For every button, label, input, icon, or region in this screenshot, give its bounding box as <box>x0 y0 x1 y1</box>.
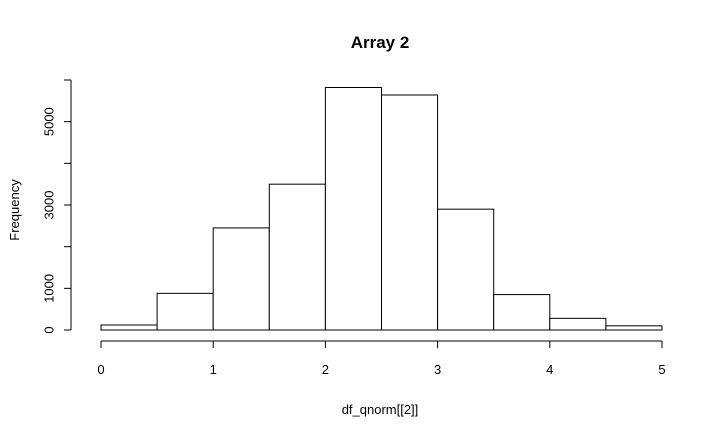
histogram-bar <box>605 325 663 331</box>
y-axis-label: Frequency <box>7 179 22 241</box>
histogram-bar <box>493 294 551 331</box>
y-tick-label: 5000 <box>41 107 56 136</box>
histogram-bar <box>268 183 326 331</box>
histogram-bar <box>549 317 607 331</box>
histogram-bar <box>324 87 382 331</box>
x-axis-label: df_qnorm[[2]] <box>342 402 419 417</box>
histogram-bar <box>212 227 270 331</box>
histogram-bar <box>437 208 495 331</box>
y-tick-label: 0 <box>41 326 56 333</box>
chart-title: Array 2 <box>351 33 410 52</box>
x-tick-label: 3 <box>434 362 441 377</box>
x-tick-label: 5 <box>658 362 665 377</box>
x-axis: 0 1 2 3 4 5 <box>97 340 666 377</box>
y-axis: 0 1000 3000 5000 <box>41 79 72 334</box>
y-tick-label: 1000 <box>41 274 56 303</box>
histogram-bar <box>381 94 439 331</box>
histogram-bar <box>100 324 158 331</box>
x-tick-label: 4 <box>546 362 553 377</box>
bars-group <box>100 87 663 331</box>
x-tick-label: 2 <box>322 362 329 377</box>
histogram-bar <box>156 292 214 331</box>
y-tick-label: 3000 <box>41 191 56 220</box>
x-tick-label: 1 <box>210 362 217 377</box>
x-tick-label: 0 <box>97 362 104 377</box>
